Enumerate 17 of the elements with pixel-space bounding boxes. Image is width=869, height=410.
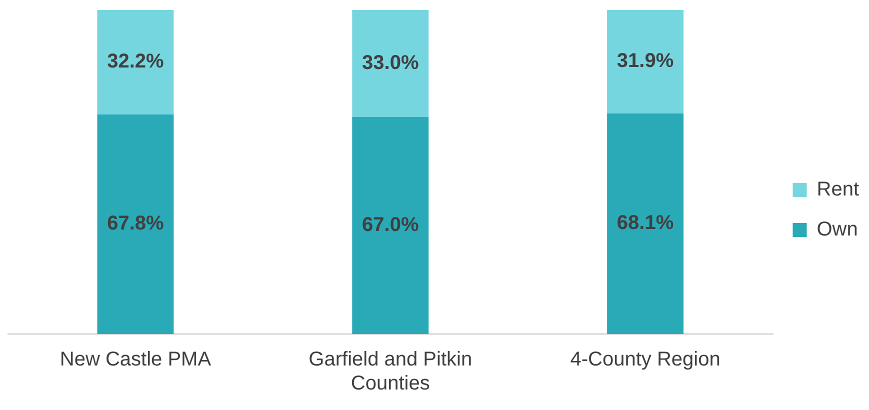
bar xyxy=(607,10,684,114)
legend-label: Rent xyxy=(816,178,860,201)
bar xyxy=(352,10,429,117)
data-label: 68.1% xyxy=(616,212,674,234)
data-label: 67.8% xyxy=(107,212,164,235)
x-tick-label: 4-County Region xyxy=(570,348,720,371)
data-label: 32.2% xyxy=(107,50,164,73)
data-label: 33.0% xyxy=(362,52,419,74)
bar xyxy=(97,10,174,114)
x-tick-label: New Castle PMA xyxy=(60,348,212,371)
x-tick-label: Garfield and Pitkin Counties xyxy=(308,348,472,395)
data-label: 67.0% xyxy=(362,214,419,236)
bar xyxy=(607,113,684,334)
data-label: 31.9% xyxy=(616,50,674,72)
bar xyxy=(97,114,174,334)
bar xyxy=(352,116,429,334)
legend-label: Own xyxy=(816,218,858,241)
